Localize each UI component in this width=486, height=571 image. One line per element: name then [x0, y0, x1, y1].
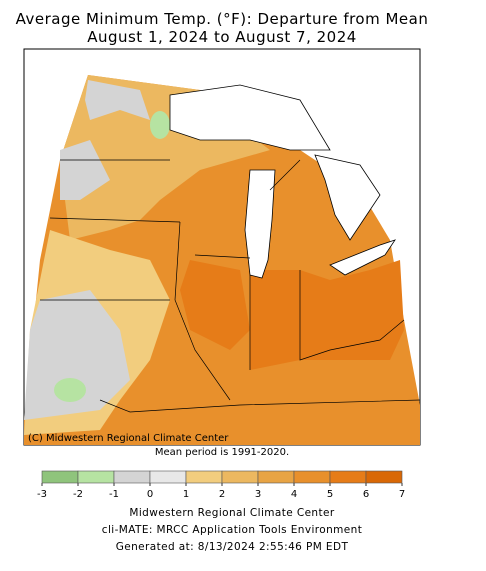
- legend-swatch: [293, 470, 331, 484]
- legend-tick-label: 5: [327, 489, 333, 500]
- mean-period-note: Mean period is 1991-2020.: [155, 447, 289, 458]
- legend-swatch: [77, 470, 115, 484]
- legend-swatch: [113, 470, 151, 484]
- lake-superior: [169, 84, 331, 151]
- lake-michigan: [244, 169, 276, 279]
- legend-swatch: [149, 470, 187, 484]
- legend-tick-label: 6: [363, 489, 369, 500]
- legend-tick-label: 4: [291, 489, 297, 500]
- legend-tick-label: 0: [147, 489, 153, 500]
- legend: -3 -2 -1 0 1 2 3 4 5 6 7: [37, 470, 405, 500]
- title-line: August 1, 2024 to August 7, 2024: [87, 28, 357, 46]
- map-region: [24, 290, 130, 420]
- map-credit: (C) Midwestern Regional Climate Center: [28, 433, 229, 444]
- footer-line: Generated at: 8/13/2024 2:55:46 PM EDT: [116, 541, 349, 553]
- legend-swatch: [257, 470, 295, 484]
- legend-tick-label: -3: [37, 489, 47, 500]
- legend-swatch: [41, 470, 79, 484]
- lake-erie: [329, 239, 396, 276]
- state-borders: [40, 159, 421, 413]
- legend-swatch: [221, 470, 259, 484]
- legend-swatch: [329, 470, 367, 484]
- map: (C) Midwestern Regional Climate Center: [23, 48, 421, 446]
- legend-tick-label: 3: [255, 489, 261, 500]
- title-line: Average Minimum Temp. (°F): Departure fr…: [16, 10, 429, 28]
- map-region: [54, 378, 86, 402]
- legend-tick-label: 2: [219, 489, 225, 500]
- map-region: [180, 260, 250, 350]
- legend-swatch: [185, 470, 223, 484]
- footer-line: cli-MATE: MRCC Application Tools Environ…: [102, 524, 362, 536]
- map-region: [85, 80, 150, 120]
- map-region: [60, 140, 110, 200]
- footer-line: Midwestern Regional Climate Center: [129, 507, 334, 519]
- map-region: [250, 260, 404, 370]
- legend-tick-label: 7: [399, 489, 405, 500]
- legend-tick-label: -2: [73, 489, 83, 500]
- legend-swatch: [365, 470, 403, 484]
- map-region: [150, 111, 170, 139]
- lake-huron: [314, 154, 381, 241]
- legend-tick-label: 1: [183, 489, 189, 500]
- legend-tick-label: -1: [109, 489, 119, 500]
